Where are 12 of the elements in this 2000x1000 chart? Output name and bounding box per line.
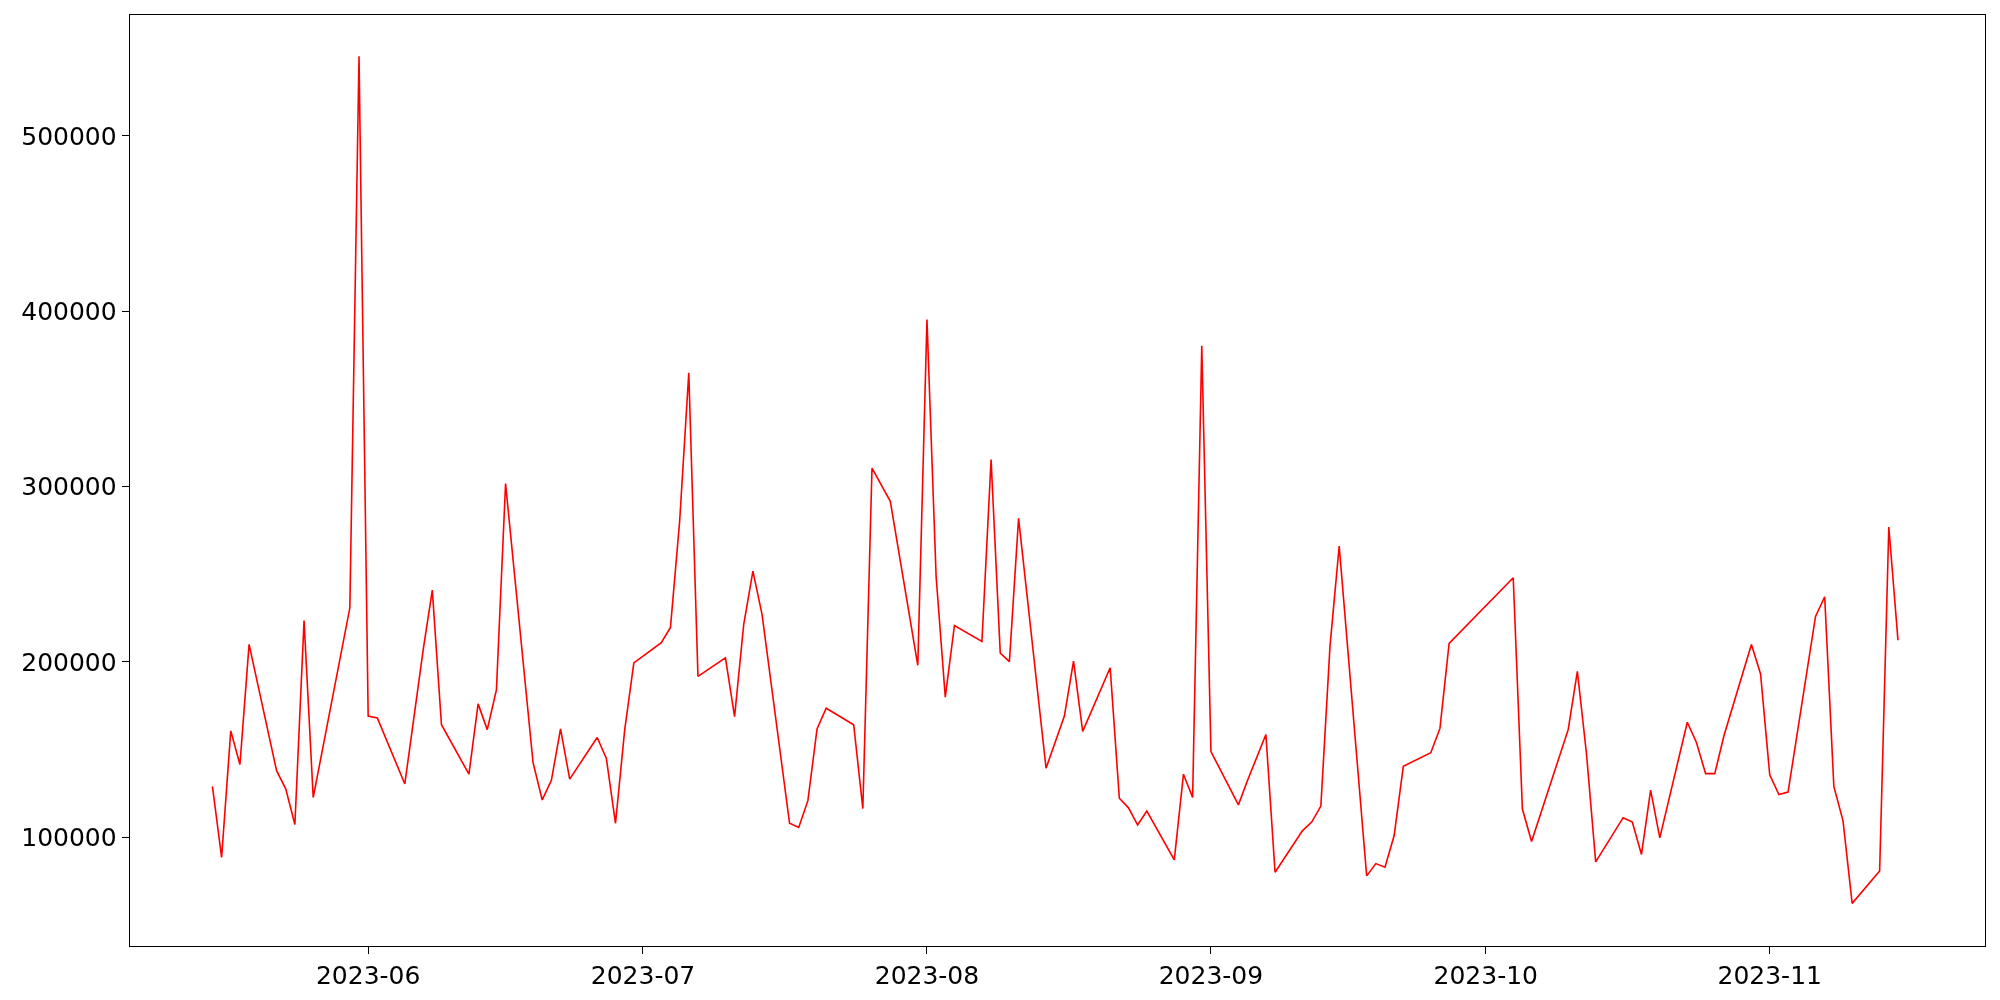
x-tick-label: 2023-07 [590,961,696,991]
y-tick-label: 300000 [21,472,117,502]
line-series [211,55,1899,905]
x-tick-label: 2023-08 [874,961,980,991]
y-tick-label: 400000 [21,297,117,327]
x-tick-label: 2023-10 [1433,961,1538,991]
y-tick-label: 100000 [21,823,117,853]
x-tick-label: 2023-06 [315,961,421,991]
x-tick-label: 2023-09 [1158,961,1264,991]
y-tick-label: 200000 [21,647,117,677]
x-tick-label: 2023-11 [1717,961,1822,991]
y-tick-label: 500000 [21,121,117,151]
